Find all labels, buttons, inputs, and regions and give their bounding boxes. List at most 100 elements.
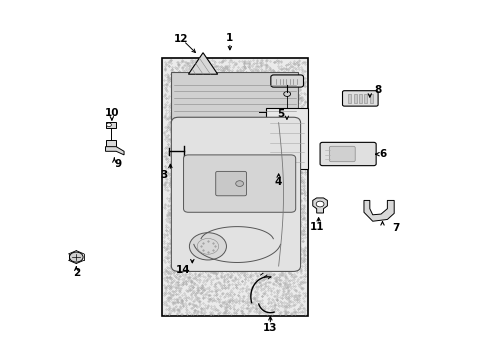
Point	[193, 149, 201, 155]
Point	[253, 85, 261, 91]
Point	[294, 170, 302, 176]
Point	[253, 75, 261, 81]
Point	[288, 278, 296, 283]
Point	[227, 295, 235, 301]
Point	[292, 296, 300, 302]
Point	[280, 161, 287, 167]
Point	[196, 290, 204, 296]
Point	[235, 169, 243, 175]
Point	[258, 130, 265, 135]
Point	[200, 101, 207, 107]
Point	[234, 145, 242, 150]
Point	[168, 183, 176, 189]
Point	[299, 279, 306, 285]
Point	[214, 77, 222, 83]
Point	[211, 122, 219, 128]
Point	[168, 175, 176, 181]
Point	[241, 131, 248, 137]
Point	[290, 177, 298, 183]
Point	[275, 215, 283, 220]
Point	[295, 227, 303, 233]
Point	[190, 302, 198, 308]
Point	[258, 81, 266, 87]
Point	[199, 171, 206, 177]
Point	[216, 244, 224, 250]
Point	[165, 136, 173, 142]
Point	[219, 137, 226, 143]
Point	[178, 298, 186, 304]
Point	[180, 131, 188, 137]
Point	[240, 218, 247, 224]
Point	[165, 113, 173, 118]
Point	[161, 232, 168, 238]
Point	[237, 144, 244, 149]
Point	[239, 231, 246, 237]
Point	[177, 305, 184, 311]
Point	[295, 274, 303, 280]
Point	[205, 226, 213, 232]
Point	[244, 233, 252, 239]
Point	[169, 266, 177, 272]
Point	[231, 95, 239, 100]
Point	[294, 221, 302, 227]
Point	[293, 294, 301, 300]
Point	[228, 114, 236, 120]
Point	[182, 179, 189, 185]
Point	[248, 259, 256, 265]
Point	[233, 186, 241, 192]
Point	[281, 228, 289, 234]
Point	[250, 244, 258, 249]
Point	[283, 296, 291, 302]
Point	[205, 186, 213, 192]
Point	[162, 227, 169, 233]
Point	[285, 138, 292, 144]
Point	[200, 180, 207, 185]
Point	[283, 282, 290, 287]
Point	[202, 152, 210, 158]
Point	[186, 102, 194, 108]
Point	[252, 165, 260, 171]
Point	[222, 162, 230, 168]
Point	[229, 292, 237, 297]
Point	[242, 183, 249, 189]
Point	[225, 296, 233, 302]
Point	[292, 66, 300, 72]
Point	[289, 167, 297, 172]
Point	[269, 262, 277, 267]
Point	[279, 255, 287, 261]
Point	[237, 304, 245, 310]
Point	[194, 67, 202, 72]
Point	[190, 141, 198, 147]
Point	[199, 294, 206, 300]
Point	[238, 270, 246, 276]
Point	[233, 279, 241, 285]
Point	[284, 284, 291, 289]
Point	[175, 72, 183, 78]
Point	[201, 269, 209, 274]
Point	[296, 266, 304, 272]
Point	[164, 197, 172, 203]
Point	[263, 202, 270, 207]
Point	[295, 203, 303, 208]
Point	[265, 120, 273, 126]
Point	[167, 285, 175, 291]
Point	[200, 175, 208, 181]
Point	[282, 149, 289, 154]
Point	[295, 282, 303, 287]
Point	[184, 82, 192, 87]
Point	[229, 248, 237, 253]
Point	[250, 295, 258, 301]
Point	[160, 204, 168, 210]
Point	[200, 131, 207, 137]
Point	[196, 159, 204, 165]
Point	[247, 70, 255, 76]
Point	[275, 108, 283, 114]
Point	[224, 139, 232, 145]
Point	[189, 192, 197, 197]
Point	[227, 300, 235, 306]
Point	[221, 233, 228, 239]
Point	[175, 166, 183, 171]
Point	[162, 222, 169, 228]
Point	[278, 152, 286, 157]
Point	[260, 232, 267, 238]
